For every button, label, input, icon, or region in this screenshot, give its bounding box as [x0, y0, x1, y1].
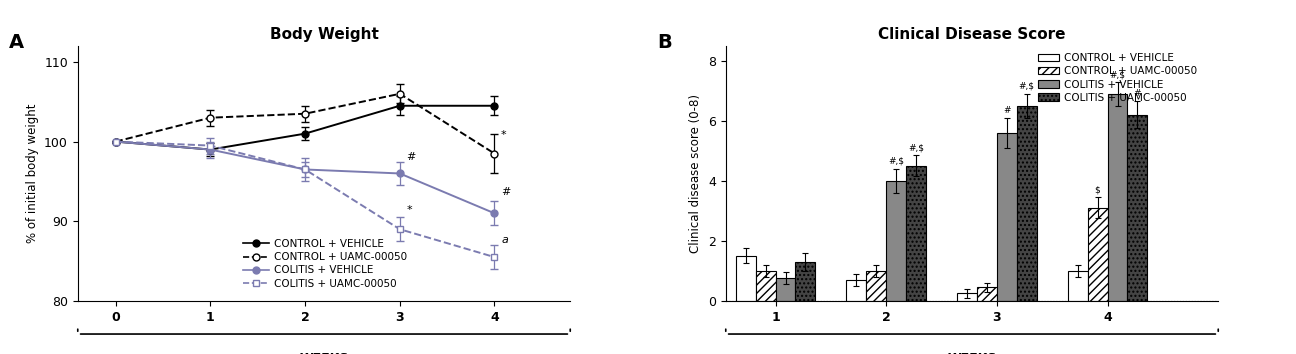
Bar — [1128, 115, 1147, 301]
Bar — [997, 133, 1017, 301]
Text: a: a — [502, 235, 508, 245]
Bar — [886, 181, 906, 301]
Text: *: * — [502, 130, 507, 140]
Bar — [775, 278, 796, 301]
Text: #,$: #,$ — [888, 157, 905, 166]
Text: WEEKS: WEEKS — [299, 352, 349, 354]
Text: A: A — [9, 33, 23, 52]
Text: *: * — [407, 205, 412, 215]
Bar — [846, 280, 866, 301]
Bar — [796, 262, 815, 301]
Bar — [956, 293, 977, 301]
Y-axis label: Clinical disease score (0-8): Clinical disease score (0-8) — [689, 94, 702, 253]
Legend: CONTROL + VEHICLE, CONTROL + UAMC-00050, COLITIS + VEHICLE, COLITIS + UAMC-00050: CONTROL + VEHICLE, CONTROL + UAMC-00050,… — [1037, 51, 1200, 105]
Text: #,$: #,$ — [908, 143, 924, 153]
Title: Clinical Disease Score: Clinical Disease Score — [879, 27, 1065, 42]
Text: #,$: #,$ — [1109, 70, 1125, 79]
Text: #,$: #,$ — [1019, 82, 1034, 91]
Text: WEEKS: WEEKS — [947, 352, 997, 354]
Bar — [736, 256, 756, 301]
Title: Body Weight: Body Weight — [270, 27, 378, 42]
Text: $: $ — [1095, 185, 1100, 194]
Bar — [906, 166, 927, 301]
Text: #: # — [407, 152, 416, 161]
Legend: CONTROL + VEHICLE, CONTROL + UAMC-00050, COLITIS + VEHICLE, COLITIS + UAMC-00050: CONTROL + VEHICLE, CONTROL + UAMC-00050,… — [241, 237, 410, 291]
Text: B: B — [657, 33, 671, 52]
Y-axis label: % of initial body weight: % of initial body weight — [26, 104, 39, 243]
Bar — [1108, 94, 1128, 301]
Bar — [1068, 271, 1087, 301]
Text: #: # — [1003, 106, 1011, 115]
Bar — [1017, 106, 1037, 301]
Bar — [1087, 208, 1108, 301]
Bar — [756, 271, 775, 301]
Text: #: # — [1134, 90, 1142, 98]
Bar — [977, 287, 997, 301]
Text: #: # — [502, 187, 511, 197]
Bar — [866, 271, 886, 301]
